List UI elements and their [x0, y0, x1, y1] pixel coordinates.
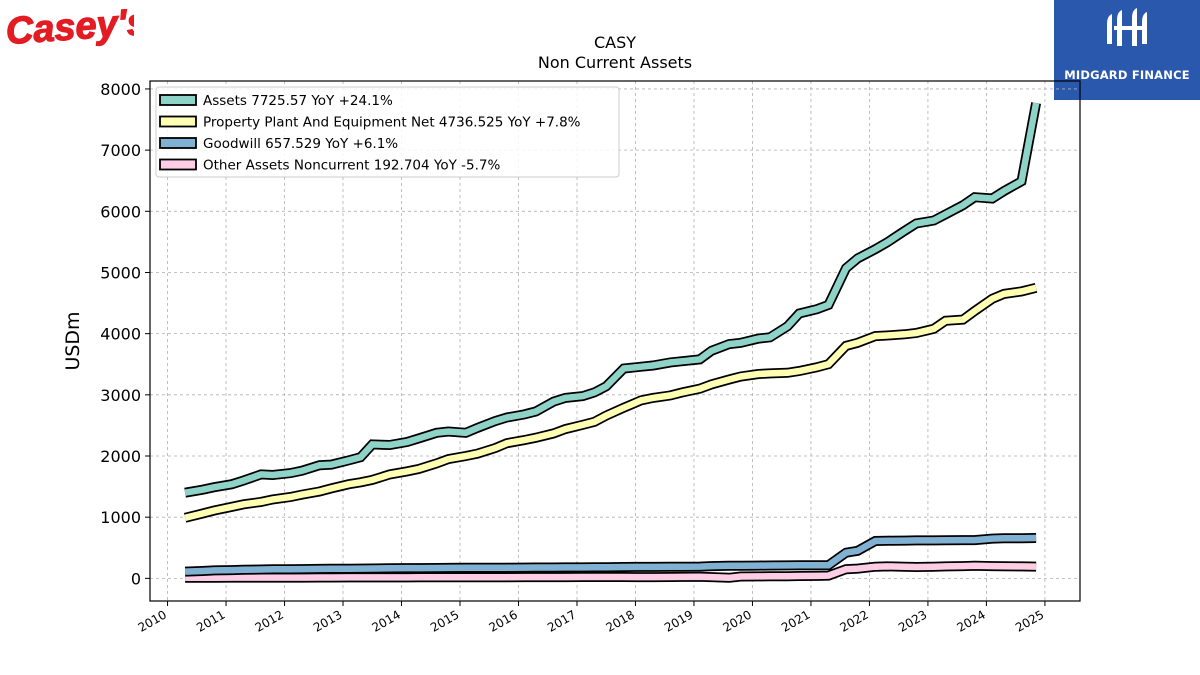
legend-swatch	[159, 94, 197, 106]
legend: Assets 7725.57 YoY +24.1% Property Plant …	[155, 86, 620, 178]
midgard-finance-logo: MIDGARD FINANCE	[1054, 0, 1200, 100]
caseys-logo: Casey's	[4, 1, 150, 58]
legend-label: Assets 7725.57 YoY +24.1%	[203, 93, 393, 109]
x-tick-label: 2012	[253, 607, 286, 634]
x-tick-label: 2017	[545, 607, 578, 634]
midgard-finance-text: MIDGARD FINANCE	[1064, 68, 1190, 82]
legend-label: Other Assets Noncurrent 192.704 YoY -5.7…	[203, 158, 500, 174]
x-tick-label: 2013	[311, 607, 344, 634]
y-tick-label: 5000	[100, 263, 141, 282]
legend-label: Goodwill 657.529 YoY +6.1%	[203, 136, 398, 152]
plot-frame	[149, 80, 1081, 602]
x-tick-label: 2020	[720, 607, 753, 634]
legend-box	[155, 86, 620, 178]
caseys-logo-text: Casey's	[4, 2, 134, 53]
legend-swatch	[159, 137, 197, 149]
x-tick-label: 2025	[1013, 607, 1046, 634]
x-tick-label: 2021	[779, 607, 812, 634]
midgard-finance-mark	[1107, 8, 1147, 46]
series-line	[184, 534, 1037, 575]
y-tick-label: 4000	[100, 325, 141, 344]
chart-subtitle: Non Current Assets	[538, 53, 692, 72]
y-tick-label: 2000	[100, 447, 141, 466]
y-tick-label: 8000	[100, 80, 141, 99]
x-tick-label: 2019	[662, 607, 695, 634]
caseys-logo-mark: Casey's	[4, 1, 150, 54]
y-tick-label: 1000	[100, 508, 141, 527]
series-line	[184, 102, 1040, 496]
x-tick-label: 2018	[604, 607, 637, 634]
x-tick-label: 2022	[837, 607, 870, 634]
legend-swatch	[159, 115, 197, 128]
legend-swatch	[159, 158, 197, 171]
y-tick-label: 6000	[100, 202, 141, 221]
y-axis-ticks: 0 1000 2000 3000 4000 5000 6000 7000 8000	[100, 80, 150, 588]
x-tick-label: 2014	[370, 607, 403, 634]
series-lines	[183, 102, 1042, 583]
chart-title: CASY	[594, 33, 636, 52]
y-tick-label: 3000	[100, 386, 141, 405]
x-tick-label: 2024	[954, 607, 987, 634]
y-tick-label: 0	[131, 569, 141, 588]
series-line	[184, 284, 1037, 521]
x-tick-label: 2016	[487, 607, 520, 634]
x-tick-label: 2010	[136, 607, 169, 634]
x-tick-label: 2011	[194, 607, 227, 634]
x-tick-label: 2023	[896, 607, 929, 634]
series-line	[185, 562, 1037, 582]
series-line-outline	[183, 282, 1038, 523]
y-tick-label: 7000	[100, 141, 141, 160]
y-axis-label: USDm	[62, 311, 84, 370]
x-axis-ticks: 2010 2011 2012 2013 2014 2015 2016 2017 2018 2019…	[136, 601, 1046, 635]
x-tick-label: 2015	[428, 607, 461, 634]
legend-label: Property Plant And Equipment Net 4736.52…	[203, 115, 581, 131]
